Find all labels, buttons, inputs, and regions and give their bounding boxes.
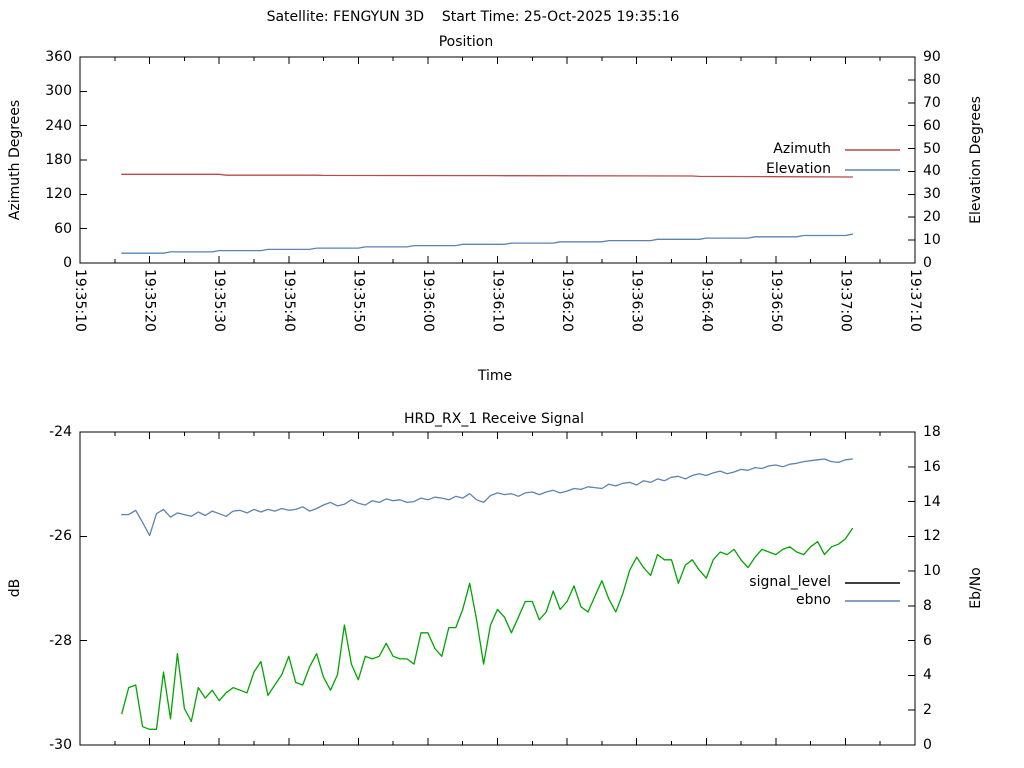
y-left-tick-label: -26 (49, 528, 72, 545)
y-left-tick-label: 0 (63, 255, 72, 271)
y-left-tick-label: 300 (45, 83, 72, 100)
y-right-tick-label: 20 (923, 209, 941, 226)
x-tick-label: 19:36:50 (767, 269, 784, 332)
chart1-xaxis-label: Time (477, 368, 513, 384)
y-left-tick-label: 180 (45, 152, 72, 168)
y-right-tick-label: 8 (923, 597, 932, 614)
chart1-yright-axis-label: Elevation Degrees (968, 96, 984, 224)
chart2-yleft-axis-label: dB (7, 578, 23, 598)
x-tick-label: 19:35:10 (72, 269, 88, 332)
ebno-series-line (121, 458, 854, 537)
y-right-tick-label: 14 (923, 493, 941, 510)
x-tick-label: 19:36:10 (489, 269, 506, 332)
azimuth-series-line (121, 173, 854, 178)
x-tick-label: 19:36:20 (559, 269, 576, 332)
y-right-tick-label: 12 (923, 528, 941, 545)
x-tick-label: 19:35:30 (211, 269, 228, 332)
elevation-series-line (121, 233, 854, 254)
x-tick-label: 19:35:40 (280, 269, 297, 332)
y-right-tick-label: 4 (923, 667, 932, 684)
y-right-tick-label: 18 (923, 424, 941, 440)
y-right-tick-label: 0 (923, 737, 932, 753)
x-tick-label: 19:36:00 (419, 269, 436, 332)
y-left-tick-label: -30 (49, 737, 72, 753)
x-tick-label: 19:36:30 (628, 269, 645, 332)
y-left-tick-label: 60 (54, 220, 72, 237)
y-right-tick-label: 90 (923, 49, 941, 65)
x-tick-label: 19:35:50 (350, 269, 367, 332)
y-right-tick-label: 50 (923, 140, 941, 157)
plot-frame (79, 431, 916, 746)
y-right-tick-label: 10 (923, 563, 941, 580)
y-right-tick-label: 6 (923, 632, 932, 649)
y-right-tick-label: 0 (923, 255, 932, 271)
signal_level-series-line (121, 527, 854, 730)
y-left-tick-label: -24 (49, 424, 72, 440)
y-left-tick-label: -28 (49, 632, 72, 649)
chart1-title: Position (438, 34, 494, 50)
y-right-tick-label: 60 (923, 117, 941, 134)
y-right-tick-label: 40 (923, 163, 941, 180)
x-tick-label: 19:37:00 (837, 269, 854, 332)
legend-label-signal-level: signal_level (749, 574, 831, 590)
plot-frame (79, 56, 916, 264)
y-right-tick-label: 30 (923, 186, 941, 203)
y-left-tick-label: 360 (45, 49, 72, 65)
x-tick-label: 19:36:40 (698, 269, 715, 332)
y-right-tick-label: 70 (923, 94, 941, 111)
legend-label-azimuth: Azimuth (773, 141, 831, 157)
plot-header-title: Satellite: FENGYUN 3D Start Time: 25-Oct… (266, 9, 680, 25)
y-right-tick-label: 80 (923, 71, 941, 88)
legend-label-ebno: ebno (796, 592, 831, 608)
y-right-tick-label: 2 (923, 702, 932, 719)
chart2-title: HRD_RX_1 Receive Signal (404, 411, 584, 427)
x-tick-label: 19:37:10 (907, 269, 923, 332)
y-left-tick-label: 240 (45, 117, 72, 134)
y-right-tick-label: 10 (923, 232, 941, 249)
y-right-tick-label: 16 (923, 458, 941, 475)
x-tick-label: 19:35:20 (141, 269, 158, 332)
y-left-tick-label: 120 (45, 186, 72, 203)
legend-label-elevation: Elevation (765, 161, 831, 177)
